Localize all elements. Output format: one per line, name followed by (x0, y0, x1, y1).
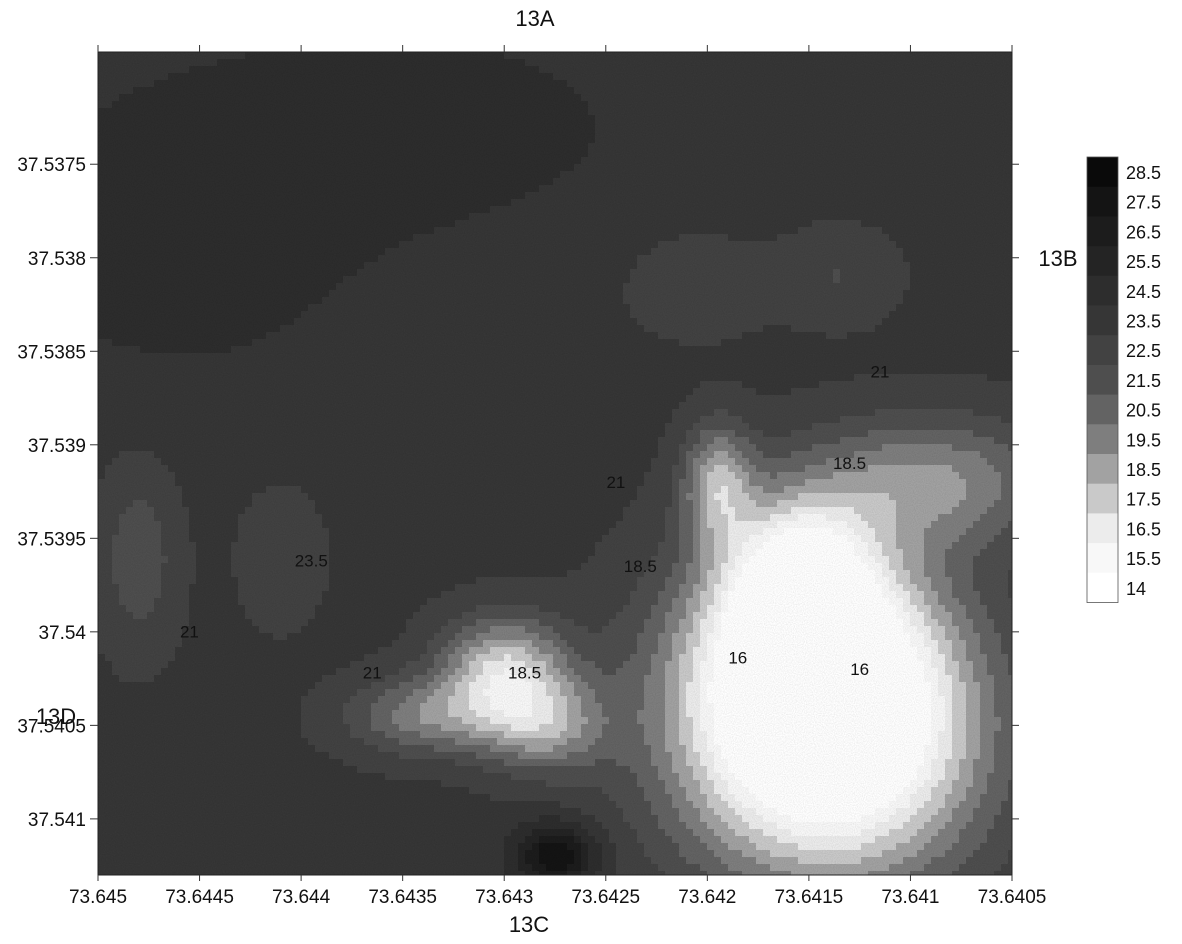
plot-area: 23.52121 18.52118.518.5211616 (97, 51, 1013, 876)
